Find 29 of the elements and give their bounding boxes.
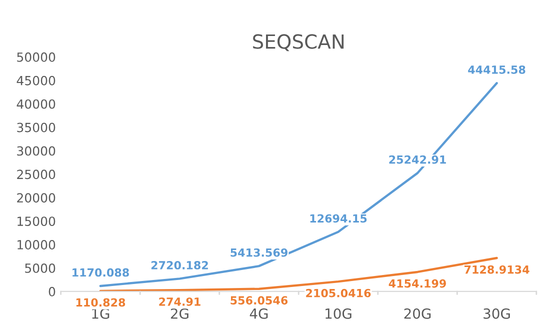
y-tick-label: 45000 <box>16 76 56 86</box>
x-tick-label: 20G <box>404 308 431 319</box>
x-tick-label: 10G <box>326 308 352 319</box>
y-tick-label: 5000 <box>25 263 56 273</box>
y-tick-label: 15000 <box>18 216 56 226</box>
data-label: 12694.15 <box>310 214 367 223</box>
data-label: 274.91 <box>159 297 200 306</box>
data-label: 1170.088 <box>72 268 129 277</box>
y-tick-label: 10000 <box>18 240 56 250</box>
data-label: 4154.199 <box>388 279 446 288</box>
y-tick-label: 30000 <box>17 146 56 156</box>
data-label: 25242.91 <box>389 155 446 164</box>
x-tick-label: 4G <box>250 308 268 319</box>
y-tick-label: 50000 <box>17 52 56 62</box>
data-label: 44415.58 <box>468 65 526 74</box>
y-tick-label: 20000 <box>17 193 56 203</box>
x-tick-label: 2G <box>170 308 188 319</box>
y-tick-label: 35000 <box>17 122 56 132</box>
data-label: 5413.569 <box>230 248 288 257</box>
data-label: 2105.0416 <box>306 288 371 298</box>
y-tick-label: 0 <box>48 286 56 296</box>
y-tick-label: 40000 <box>16 99 56 109</box>
chart-title: SEQSCAN <box>253 34 344 52</box>
y-tick-label: 25000 <box>17 170 56 180</box>
data-label: 2720.182 <box>151 261 208 270</box>
x-tick-label: 30G <box>484 308 510 319</box>
data-label: 556.0546 <box>230 296 288 305</box>
data-label: 110.828 <box>76 298 126 307</box>
data-label: 7128.9134 <box>464 265 530 274</box>
